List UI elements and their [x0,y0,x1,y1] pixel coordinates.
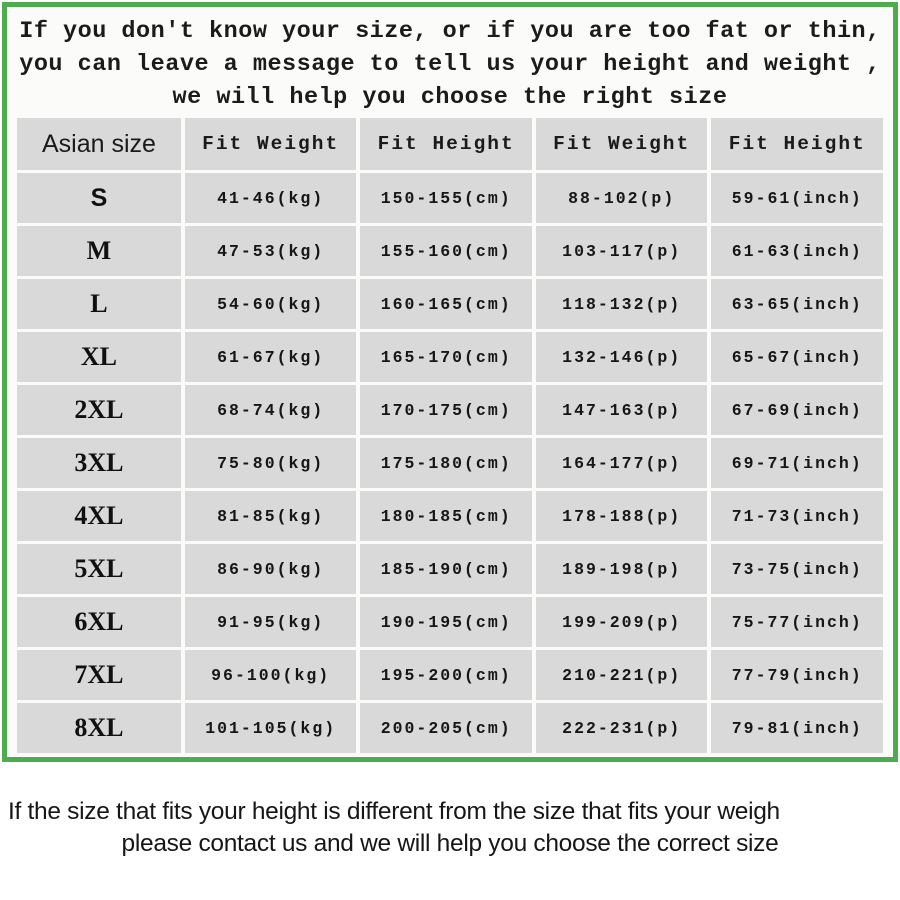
size-value: 199-209(p) [535,597,708,647]
size-label: L [17,279,181,329]
size-value: 47-53(kg) [184,226,357,276]
table-row: 7XL 96-100(kg) 195-200(cm) 210-221(p) 77-79(… [17,650,883,700]
size-value: 86-90(kg) [184,544,357,594]
column-header-fit-height-cm: Fit Height [360,118,532,170]
size-label: 3XL [17,438,181,488]
size-label: S [17,173,181,223]
size-value: 61-63(inch) [711,226,883,276]
size-value: 65-67(inch) [711,332,883,382]
size-value: 75-80(kg) [184,438,357,488]
size-value: 41-46(kg) [184,173,357,223]
header-row: Asian size Fit Weight Fit Height Fit Wei… [17,118,883,170]
size-label: 5XL [17,544,181,594]
size-table: Asian size Fit Weight Fit Height Fit Wei… [13,115,887,756]
bottom-notice-line: If the size that fits your height is dif… [8,798,780,825]
size-value: 81-85(kg) [184,491,357,541]
size-value: 185-190(cm) [360,544,532,594]
size-value: 75-77(inch) [711,597,883,647]
size-value: 71-73(inch) [711,491,883,541]
size-value: 195-200(cm) [360,650,532,700]
size-value: 150-155(cm) [360,173,532,223]
table-row: M 47-53(kg) 155-160(cm) 103-117(p) 61-63(inc… [17,226,883,276]
size-value: 54-60(kg) [184,279,357,329]
size-value: 59-61(inch) [711,173,883,223]
table-row: L 54-60(kg) 160-165(cm) 118-132(p) 63-65(inc… [17,279,883,329]
top-notice-line: we will help you choose the right size [172,84,728,111]
size-label: 2XL [17,385,181,435]
size-label: 4XL [17,491,181,541]
size-value: 165-170(cm) [360,332,532,382]
size-value: 63-65(inch) [711,279,883,329]
table-row: S 41-46(kg) 150-155(cm) 88-102(p) 59-61(inch… [17,173,883,223]
bottom-notice: If the size that fits your height is dif… [0,796,900,859]
size-value: 180-185(cm) [360,491,532,541]
size-value: 61-67(kg) [184,332,357,382]
size-value: 88-102(p) [535,173,708,223]
table-row: XL 61-67(kg) 165-170(cm) 132-146(p) 65-67(in… [17,332,883,382]
table-row: 6XL 91-95(kg) 190-195(cm) 199-209(p) 75-77(i… [17,597,883,647]
size-value: 73-75(inch) [711,544,883,594]
size-value: 200-205(cm) [360,703,532,753]
size-value: 101-105(kg) [184,703,357,753]
size-value: 160-165(cm) [360,279,532,329]
table-row: 5XL 86-90(kg) 185-190(cm) 189-198(p) 73-75(i… [17,544,883,594]
size-value: 91-95(kg) [184,597,357,647]
size-label: 7XL [17,650,181,700]
size-label: XL [17,332,181,382]
size-table-header: Asian size Fit Weight Fit Height Fit Wei… [17,118,883,170]
size-label: M [17,226,181,276]
size-value: 96-100(kg) [184,650,357,700]
size-value: 164-177(p) [535,438,708,488]
size-value: 69-71(inch) [711,438,883,488]
size-value: 222-231(p) [535,703,708,753]
column-header-fit-height-inch: Fit Height [711,118,883,170]
column-header-fit-weight-p: Fit Weight [535,118,708,170]
table-row: 4XL 81-85(kg) 180-185(cm) 178-188(p) 71-73(i… [17,491,883,541]
size-value: 67-69(inch) [711,385,883,435]
top-notice-line: If you don't know your size, or if you a… [19,18,881,45]
size-value: 103-117(p) [535,226,708,276]
size-value: 132-146(p) [535,332,708,382]
top-notice-line: you can leave a message to tell us your … [19,51,881,78]
size-value: 147-163(p) [535,385,708,435]
size-value: 210-221(p) [535,650,708,700]
table-row: 3XL 75-80(kg) 175-180(cm) 164-177(p) 69-71(i… [17,438,883,488]
bottom-notice-line: please contact us and we will help you c… [121,829,779,857]
size-chart-panel: If you don't know your size, or if you a… [2,2,898,762]
size-label: 8XL [17,703,181,753]
table-row: 2XL 68-74(kg) 170-175(cm) 147-163(p) 67-69(i… [17,385,883,435]
size-label: 6XL [17,597,181,647]
column-header-fit-weight-kg: Fit Weight [184,118,357,170]
size-value: 77-79(inch) [711,650,883,700]
size-value: 170-175(cm) [360,385,532,435]
size-value: 175-180(cm) [360,438,532,488]
size-value: 155-160(cm) [360,226,532,276]
table-row: 8XL 101-105(kg) 200-205(cm) 222-231(p) 79-81… [17,703,883,753]
size-value: 189-198(p) [535,544,708,594]
size-value: 178-188(p) [535,491,708,541]
top-notice: If you don't know your size, or if you a… [7,7,893,114]
column-header-asian-size: Asian size [17,118,181,170]
size-value: 68-74(kg) [184,385,357,435]
size-value: 118-132(p) [535,279,708,329]
size-table-body: S 41-46(kg) 150-155(cm) 88-102(p) 59-61(inch… [17,173,883,753]
size-value: 190-195(cm) [360,597,532,647]
size-value: 79-81(inch) [711,703,883,753]
